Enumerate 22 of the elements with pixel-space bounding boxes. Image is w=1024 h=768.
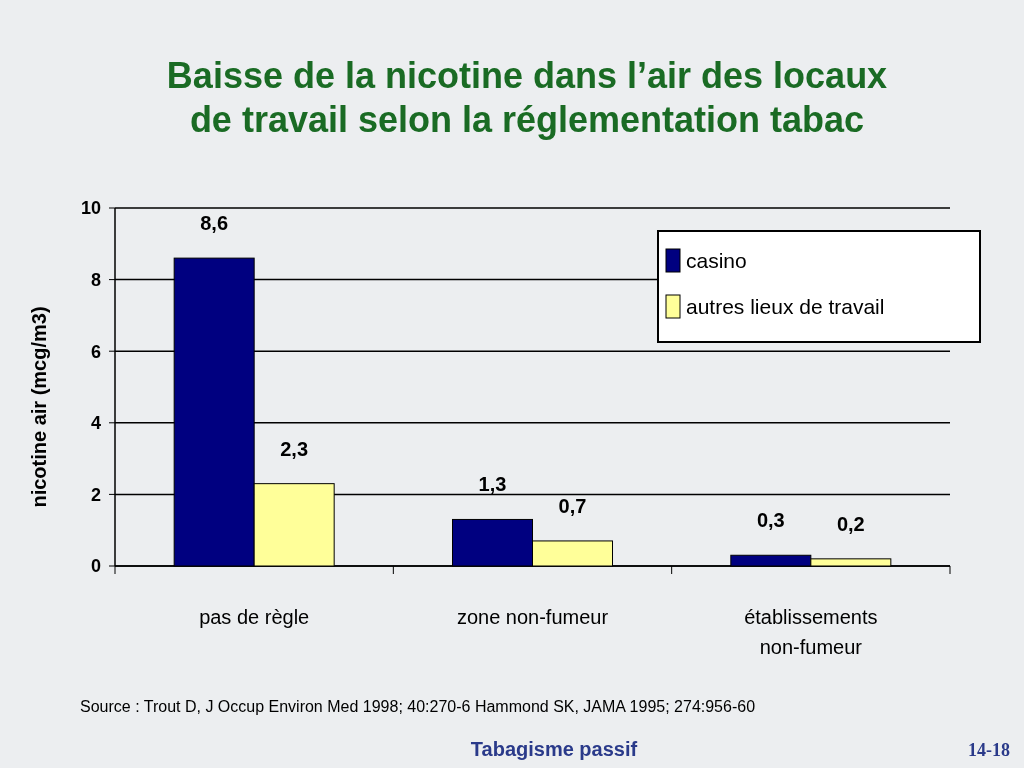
y-tick-label: 4 xyxy=(90,413,101,434)
data-label: 2,3 xyxy=(280,437,309,460)
chart-title: Baisse de la nicotine dans l’air des locaux de travail selon la réglementation tabac xyxy=(166,55,888,140)
source-note: Source : Trout D, J Occup Environ Med 1998; 40:270-6 Hammond SK, JAMA 1995; 274:956-60 xyxy=(80,698,756,715)
y-tick-label: 8 xyxy=(90,269,101,290)
x-tick-label: pas de règle xyxy=(199,606,310,628)
legend-label: autres lieux de travail xyxy=(686,295,885,319)
x-tick-label: établissements non-fumeur xyxy=(744,606,878,658)
data-label: 0,7 xyxy=(558,494,587,517)
y-axis-title: nicotine air (mcg/m3) xyxy=(28,306,50,508)
legend-label: casino xyxy=(686,249,747,273)
y-tick-label: 2 xyxy=(90,484,101,505)
y-tick-label: 0 xyxy=(90,556,101,577)
data-label: 8,6 xyxy=(200,212,229,235)
x-tick-label: zone non-fumeur xyxy=(456,606,609,628)
data-label: 0,2 xyxy=(836,512,865,535)
data-label: 0,3 xyxy=(756,509,785,532)
text: 14-18 xyxy=(968,740,1010,760)
y-tick-label: 6 xyxy=(90,341,101,362)
text: Tabagisme passif xyxy=(470,738,638,760)
y-tick-label: 10 xyxy=(80,198,101,219)
data-label: 1,3 xyxy=(478,473,507,496)
